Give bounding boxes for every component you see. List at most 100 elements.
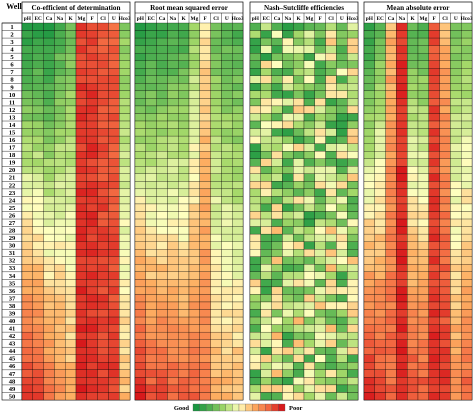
heatmap-cell [210, 158, 222, 167]
heatmap-cell [363, 60, 375, 69]
heatmap-cell [293, 203, 305, 212]
row-label: 23 [9, 190, 16, 197]
heatmap-cell [86, 98, 98, 107]
heatmap-cell [396, 241, 408, 250]
heatmap-cell [303, 68, 315, 76]
heatmap-cell [396, 279, 408, 288]
heatmap-cell [232, 362, 244, 370]
heatmap-cell [374, 22, 386, 31]
row-label: 43 [9, 341, 16, 348]
heatmap-cell [374, 83, 386, 92]
heatmap-cell [178, 211, 190, 220]
heatmap-cell [188, 105, 200, 114]
row-label: 40 [9, 318, 16, 325]
heatmap-cell [167, 377, 179, 386]
heatmap-cell [97, 369, 109, 378]
heatmap-cell [97, 256, 109, 265]
heatmap-cell [210, 256, 222, 265]
heatmap-cell [21, 369, 33, 378]
heatmap-cell [428, 188, 440, 197]
heatmap-cell [385, 196, 397, 205]
heatmap-cell [336, 384, 348, 393]
heatmap-cell [363, 203, 375, 212]
heatmap-cell [145, 362, 157, 370]
heatmap-cell [108, 68, 120, 76]
heatmap-cell [108, 60, 120, 69]
heatmap-cell [293, 181, 305, 190]
heatmap-cell [428, 30, 440, 39]
heatmap-cell [32, 53, 44, 61]
heatmap-cell [428, 309, 440, 318]
heatmap-cell [325, 226, 337, 235]
heatmap-cell [65, 339, 77, 348]
heatmap-cell [232, 128, 244, 137]
heatmap-cell [461, 301, 473, 310]
heatmap-cell [210, 128, 222, 137]
column-label: K [181, 16, 186, 22]
heatmap-cell [188, 151, 200, 159]
heatmap-cell [210, 392, 222, 401]
heatmap-cell [199, 45, 211, 54]
heatmap-cell [156, 331, 168, 340]
heatmap-cell [271, 90, 283, 99]
heatmap-cell [54, 83, 66, 92]
heatmap-cell [119, 316, 131, 325]
heatmap-cell [221, 347, 233, 355]
heatmap-cell [303, 362, 315, 370]
heatmap-cell [396, 331, 408, 340]
heatmap-cell [325, 309, 337, 318]
heatmap-cell [43, 143, 55, 152]
heatmap-cell [363, 271, 375, 280]
heatmap-cell [86, 226, 98, 235]
heatmap-cell [199, 181, 211, 190]
heatmap-cell [21, 377, 33, 386]
heatmap-cell [417, 384, 429, 393]
heatmap-cell [232, 369, 244, 378]
heatmap-cell [232, 188, 244, 197]
heatmap-cell [336, 241, 348, 250]
heatmap-cell [199, 151, 211, 159]
heatmap-cell [145, 377, 157, 386]
heatmap-cell [249, 316, 261, 325]
heatmap-cell [385, 233, 397, 242]
heatmap-cell [43, 173, 55, 182]
heatmap-cell [428, 241, 440, 250]
heatmap-cell [65, 196, 77, 205]
heatmap-cell [374, 331, 386, 340]
heatmap-cell [232, 135, 244, 144]
heatmap-cell [43, 294, 55, 303]
heatmap-cell [428, 218, 440, 227]
heatmap-cell [156, 211, 168, 220]
heatmap-cell [167, 45, 179, 54]
heatmap-cell [167, 143, 179, 152]
heatmap-cell [363, 392, 375, 401]
heatmap-cell [325, 392, 337, 401]
heatmap-cell [385, 226, 397, 235]
heatmap-cell [210, 30, 222, 39]
heatmap-cell [97, 90, 109, 99]
heatmap-cell [156, 143, 168, 152]
heatmap-cell [97, 218, 109, 227]
heatmap-cell [417, 68, 429, 76]
heatmap-cell [396, 30, 408, 39]
heatmap-cell [407, 384, 419, 393]
heatmap-cell [428, 60, 440, 69]
heatmap-cell [396, 384, 408, 393]
heatmap-cell [188, 354, 200, 363]
heatmap-cell [363, 45, 375, 54]
heatmap-cell [54, 347, 66, 355]
heatmap-cell [65, 256, 77, 265]
heatmap-cell [407, 120, 419, 129]
heatmap-cell [336, 196, 348, 205]
heatmap-cell [363, 75, 375, 84]
heatmap-cell [347, 316, 359, 325]
heatmap-cell [156, 249, 168, 257]
heatmap-cell [439, 83, 451, 92]
heatmap-cell [21, 249, 33, 257]
heatmap-cell [293, 324, 305, 333]
heatmap-cell [232, 211, 244, 220]
heatmap-cell [65, 294, 77, 303]
heatmap-cell [65, 316, 77, 325]
heatmap-cell [271, 173, 283, 182]
heatmap-cell [65, 45, 77, 54]
